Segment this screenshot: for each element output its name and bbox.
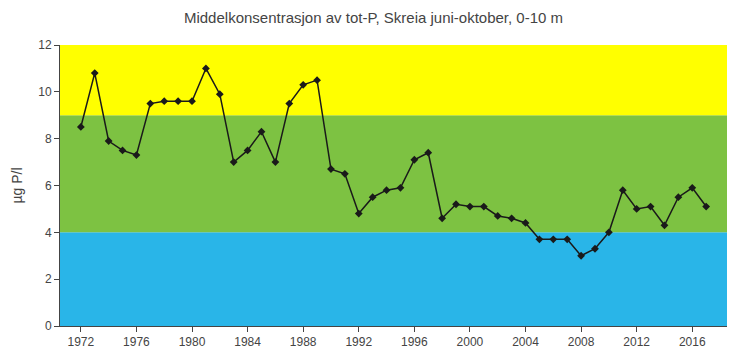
svg-text:1996: 1996 <box>401 335 428 349</box>
svg-text:6: 6 <box>45 179 52 193</box>
svg-text:1972: 1972 <box>67 335 94 349</box>
svg-text:12: 12 <box>38 38 52 52</box>
svg-text:2: 2 <box>45 272 52 286</box>
svg-text:1976: 1976 <box>123 335 150 349</box>
svg-text:1980: 1980 <box>179 335 206 349</box>
svg-text:0: 0 <box>45 319 52 333</box>
svg-text:1984: 1984 <box>234 335 261 349</box>
svg-text:2016: 2016 <box>679 335 706 349</box>
svg-text:2000: 2000 <box>457 335 484 349</box>
svg-text:2008: 2008 <box>568 335 595 349</box>
svg-text:µg P/l: µg P/l <box>9 167 25 203</box>
svg-text:2012: 2012 <box>623 335 650 349</box>
svg-text:1992: 1992 <box>345 335 372 349</box>
svg-text:2004: 2004 <box>512 335 539 349</box>
svg-text:10: 10 <box>38 85 52 99</box>
svg-text:Middelkonsentrasjon av tot-P,: Middelkonsentrasjon av tot-P, Skreia jun… <box>184 9 563 26</box>
svg-text:1988: 1988 <box>290 335 317 349</box>
svg-text:4: 4 <box>45 226 52 240</box>
svg-text:8: 8 <box>45 132 52 146</box>
